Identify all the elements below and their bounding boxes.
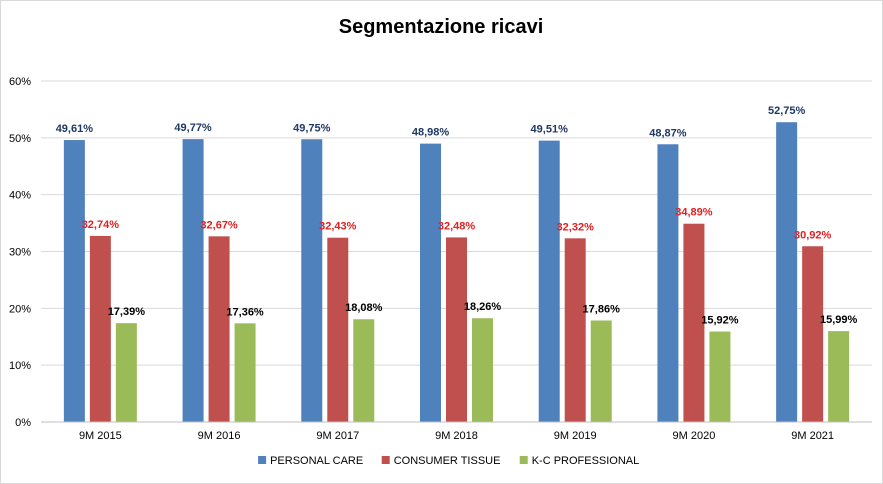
y-tick-label: 10% [9,360,31,372]
data-label: 15,92% [701,315,739,327]
data-labels: 49,61% 32,74% 17,39% 49,77% 32,67% 17,36% 49,7… [56,105,858,326]
bar [420,143,441,422]
x-tick-label: 9M 2017 [316,430,359,442]
data-label: 49,61% [56,123,94,135]
y-tick-label: 0% [15,417,31,429]
x-tick-label: 9M 2019 [554,430,597,442]
y-tick-label: 50% [9,133,31,145]
bar [709,331,731,422]
x-tick-label: 9M 2016 [198,430,241,442]
data-label: 17,86% [583,303,621,315]
y-tick-label: 60% [9,76,31,88]
bar [683,223,705,422]
data-label: 32,32% [557,221,595,233]
bar [564,238,586,422]
bar [776,122,798,423]
chart-title: Segmentazione ricavi [339,16,544,38]
data-label: 49,51% [531,124,569,136]
legend-label: CONSUMER TISSUE [394,455,501,467]
data-label: 30,92% [794,229,832,241]
bar [327,237,349,422]
data-label: 15,99% [820,314,858,326]
legend-swatch [258,456,267,464]
legend-label: PERSONAL CARE [270,455,363,467]
data-label: 49,77% [174,122,212,134]
bar [590,320,612,422]
legend: PERSONAL CARE CONSUMER TISSUE K-C PROFESSI… [258,455,639,467]
data-label: 18,26% [464,301,502,313]
data-label: 52,75% [768,105,806,117]
bar [63,140,85,422]
bar [657,144,679,422]
data-label: 17,39% [108,306,146,318]
x-tick-label: 9M 2021 [791,430,834,442]
bar [472,318,493,422]
bar [115,323,137,422]
y-tick-label: 40% [9,190,31,202]
bar [353,319,375,422]
data-label: 49,75% [293,122,331,134]
bars [63,122,850,423]
data-label: 32,67% [200,219,238,231]
bar [301,139,323,423]
data-label: 17,36% [226,306,264,318]
data-label: 34,89% [675,207,713,219]
bar [89,235,111,422]
bar [234,323,256,422]
x-tick-label: 9M 2020 [673,430,716,442]
x-tick-label: 9M 2015 [79,430,122,442]
legend-swatch [381,456,390,464]
data-label: 32,74% [82,219,120,231]
data-label: 32,48% [438,220,476,232]
data-label: 48,98% [412,127,450,139]
data-label: 18,08% [345,302,383,314]
data-label: 32,43% [319,221,357,233]
bar [208,236,230,422]
bar [828,331,850,422]
legend-label: K-C PROFESSIONAL [532,455,640,467]
bar [182,139,204,422]
x-tick-label: 9M 2018 [435,430,478,442]
bar [446,237,467,422]
legend-swatch [519,456,528,464]
data-label: 48,87% [649,127,687,139]
bar [538,140,560,422]
y-tick-label: 20% [9,303,31,315]
bar [802,246,824,422]
y-tick-label: 30% [9,247,31,259]
axes: 0% 10% 20% 30% 40% 50% 60% 9M 2015 9M 2016 9M 201… [9,76,872,442]
